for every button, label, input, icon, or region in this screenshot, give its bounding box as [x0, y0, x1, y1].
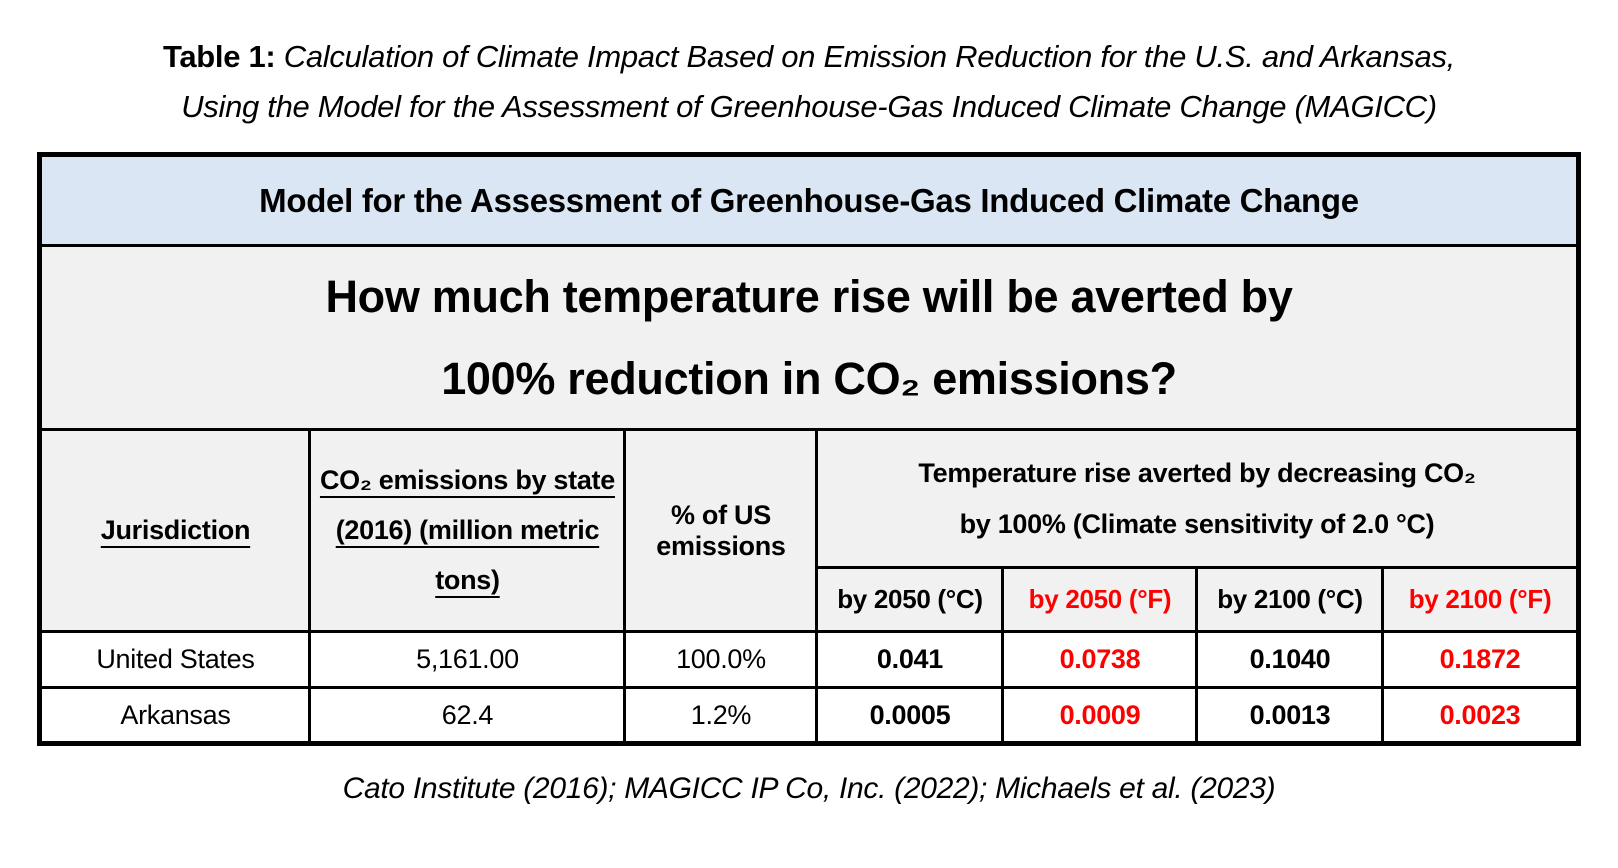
- cell-by-2050-c: 0.041: [815, 630, 1005, 690]
- caption-line2: Using the Model for the Assessment of Gr…: [181, 89, 1437, 125]
- temp-rise-line2: by 100% (Climate sensitivity of 2.0 °C): [959, 508, 1435, 539]
- question-line2: 100% reduction in CO₂ emissions?: [441, 352, 1177, 404]
- table-row-united-states: United States 5,161.00 100.0% 0.041 0.07…: [38, 630, 1580, 690]
- source-citation: Cato Institute (2016); MAGICC IP Co, Inc…: [342, 772, 1276, 806]
- col-header-by-2100-c: by 2100 (°C): [1195, 566, 1385, 634]
- cell-by-2100-f: 0.0023: [1381, 686, 1580, 746]
- col-header-by-2050-f: by 2050 (°F): [1001, 566, 1199, 634]
- question-line1: How much temperature rise will be averte…: [325, 270, 1293, 322]
- table-row-arkansas: Arkansas 62.4 1.2% 0.0005 0.0009 0.0013 …: [38, 686, 1580, 746]
- col-header-by-2050-c: by 2050 (°C): [815, 566, 1005, 634]
- temp-rise-line1: Temperature rise averted by decreasing C…: [918, 457, 1476, 488]
- magicc-table: Model for the Assessment of Greenhouse-G…: [37, 152, 1581, 747]
- col-header-pct-us-emissions: % of US emissions: [623, 428, 819, 634]
- cell-by-2100-c: 0.1040: [1195, 630, 1385, 690]
- cell-by-2050-f: 0.0738: [1001, 630, 1199, 690]
- cell-pct-us: 1.2%: [623, 686, 819, 746]
- cell-by-2100-c: 0.0013: [1195, 686, 1385, 746]
- cell-co2-emissions: 62.4: [308, 686, 627, 746]
- cell-jurisdiction: Arkansas: [38, 686, 312, 746]
- table-question: How much temperature rise will be averte…: [38, 244, 1580, 432]
- cell-by-2100-f: 0.1872: [1381, 630, 1580, 690]
- table-title: Model for the Assessment of Greenhouse-G…: [38, 153, 1580, 248]
- cell-jurisdiction: United States: [38, 630, 312, 690]
- col-header-jurisdiction: Jurisdiction: [38, 428, 312, 634]
- cell-pct-us: 100.0%: [623, 630, 819, 690]
- caption-line1: Calculation of Climate Impact Based on E…: [275, 39, 1455, 74]
- caption-label: Table 1:: [163, 39, 276, 74]
- col-header-by-2100-f: by 2100 (°F): [1381, 566, 1580, 634]
- col-header-temp-rise-averted: Temperature rise averted by decreasing C…: [815, 428, 1580, 570]
- col-header-co2-emissions: CO₂ emissions by state (2016) (million m…: [308, 428, 627, 634]
- cell-co2-emissions: 5,161.00: [308, 630, 627, 690]
- cell-by-2050-c: 0.0005: [815, 686, 1005, 746]
- cell-by-2050-f: 0.0009: [1001, 686, 1199, 746]
- table-caption: Table 1: Calculation of Climate Impact B…: [0, 0, 1618, 132]
